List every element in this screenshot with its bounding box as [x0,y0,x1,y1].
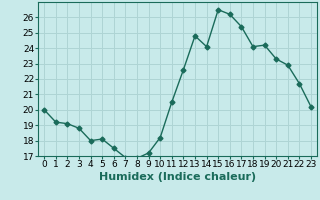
X-axis label: Humidex (Indice chaleur): Humidex (Indice chaleur) [99,172,256,182]
